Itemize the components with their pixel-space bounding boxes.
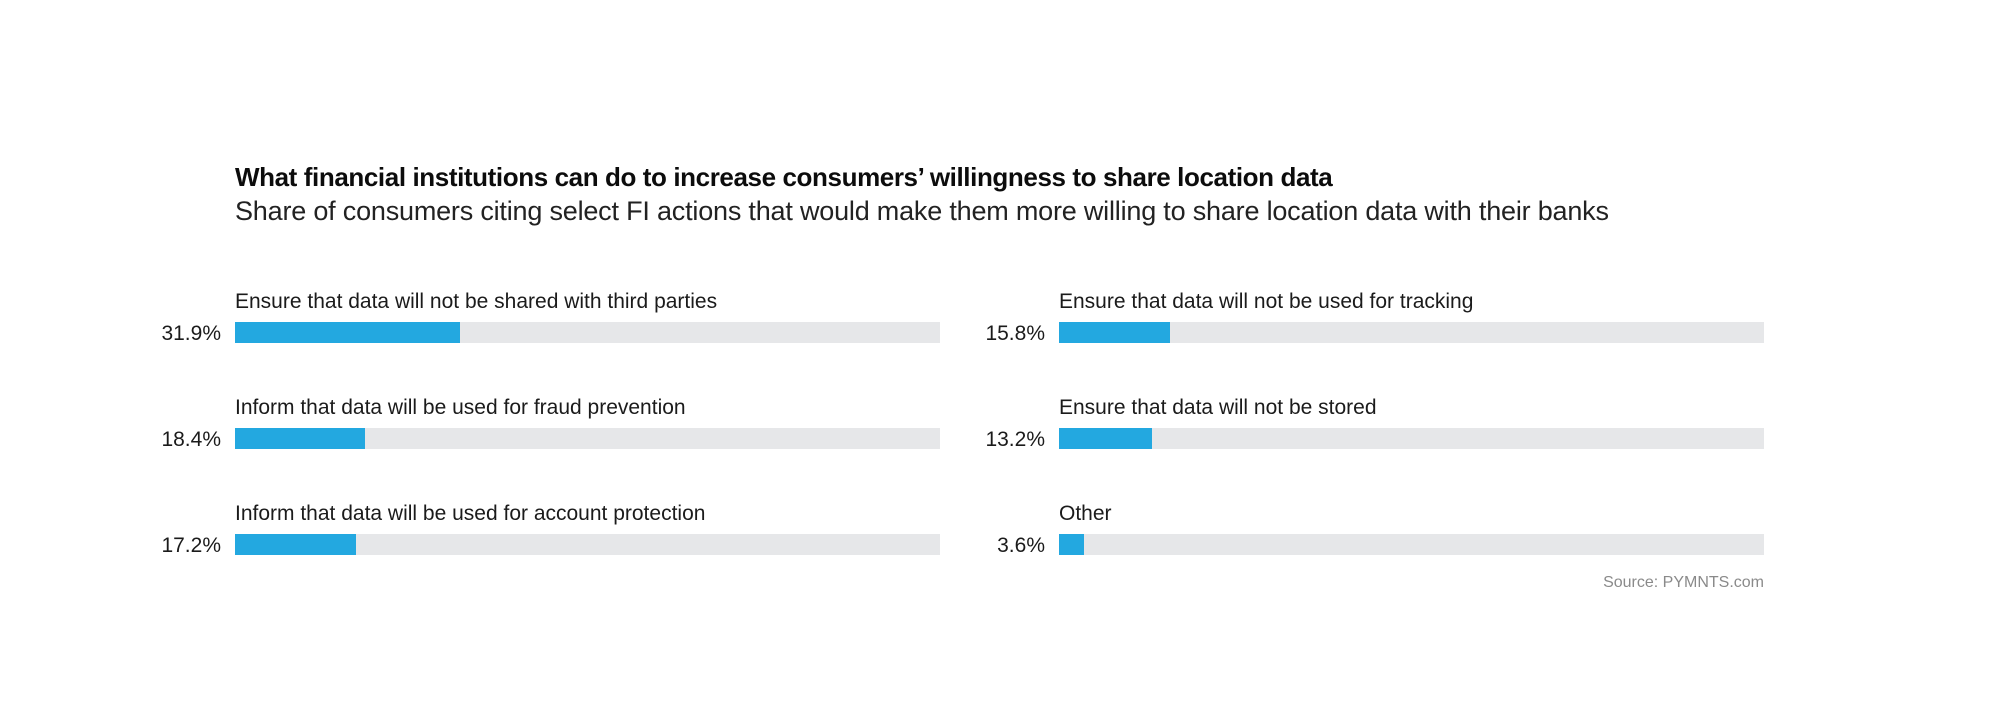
bar-category-label: Inform that data will be used for fraud …	[235, 396, 686, 419]
bar-row: Ensure that data will not be shared with…	[115, 290, 945, 360]
bar-row: Other 3.6%	[939, 502, 1769, 572]
bar-fill	[235, 534, 357, 555]
bar-category-label: Other	[1059, 502, 1112, 525]
bar-value-label: 13.2%	[985, 428, 1045, 451]
bar-category-label: Ensure that data will not be shared with…	[235, 290, 718, 313]
bar-value-label: 3.6%	[997, 534, 1045, 557]
bar-value-label: 31.9%	[161, 322, 221, 345]
bar-fill	[1059, 534, 1085, 555]
bar-row: Inform that data will be used for accoun…	[115, 502, 945, 572]
bar-row: Ensure that data will not be stored 13.2…	[939, 396, 1769, 466]
bar-fill	[235, 322, 460, 343]
bar-category-label: Inform that data will be used for accoun…	[235, 502, 706, 525]
bar-row: Inform that data will be used for fraud …	[115, 396, 945, 466]
bar-value-label: 15.8%	[985, 322, 1045, 345]
bar-category-label: Ensure that data will not be used for tr…	[1059, 290, 1474, 313]
bar-fill	[1059, 428, 1153, 449]
bar-track	[1059, 534, 1764, 555]
bar-track	[235, 534, 940, 555]
bar-value-label: 18.4%	[161, 428, 221, 451]
bar-track	[1059, 322, 1764, 343]
bar-value-label: 17.2%	[161, 534, 221, 557]
bar-row: Ensure that data will not be used for tr…	[939, 290, 1769, 360]
bar-category-label: Ensure that data will not be stored	[1059, 396, 1377, 419]
bar-track	[235, 322, 940, 343]
bar-fill	[235, 428, 365, 449]
chart-title: What financial institutions can do to in…	[235, 162, 1333, 192]
source-note: Source: PYMNTS.com	[1603, 574, 1764, 591]
bar-track	[1059, 428, 1764, 449]
bar-track	[235, 428, 940, 449]
chart-subtitle: Share of consumers citing select FI acti…	[235, 196, 1609, 226]
bar-fill	[1059, 322, 1171, 343]
